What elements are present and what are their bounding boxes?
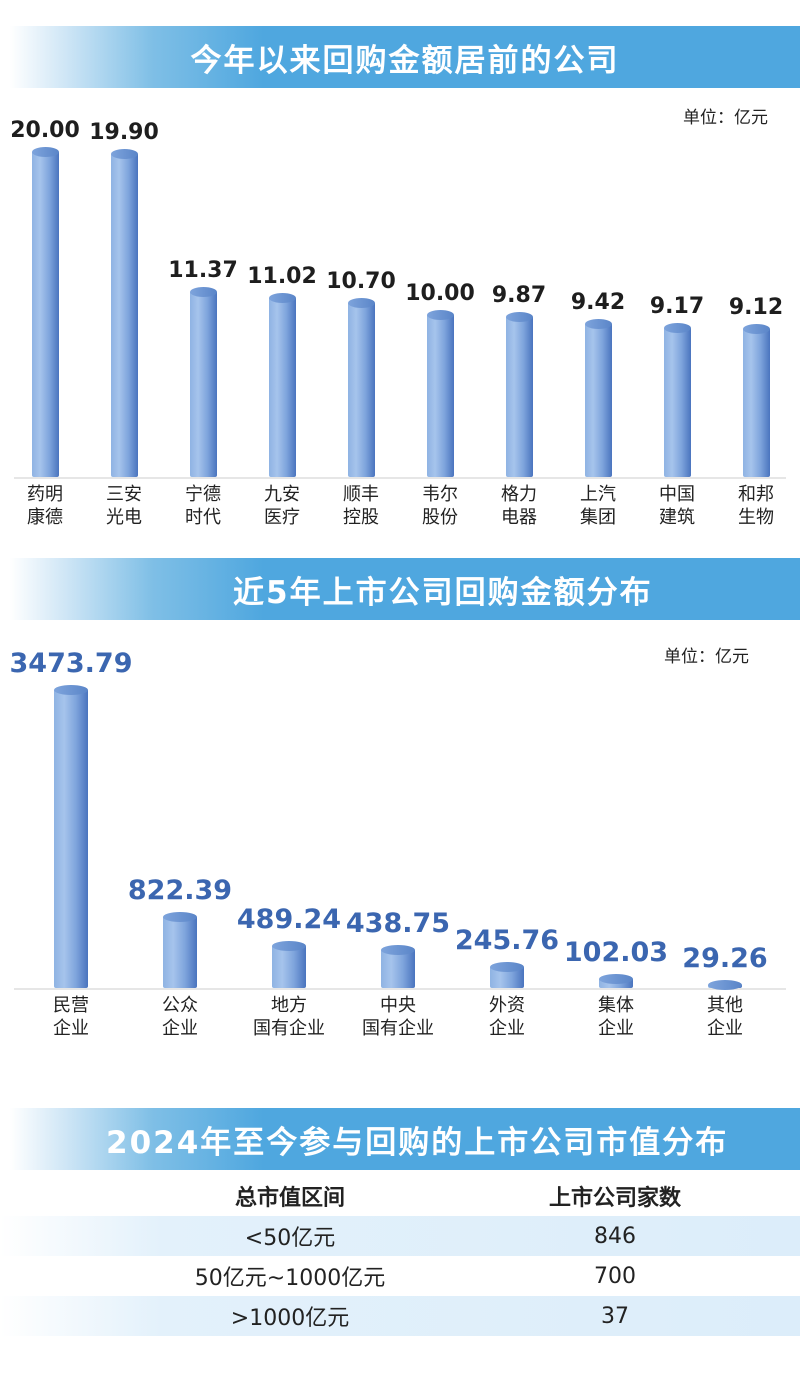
bar-value-label: 11.37 — [168, 258, 238, 284]
category-label: 民营 企业 — [53, 995, 89, 1039]
bar-value-label: 9.12 — [728, 294, 784, 320]
bar-value-label: 19.90 — [89, 119, 159, 145]
ownership-distribution-bar-chart: 3473.79 民营 企业 822.39 公众 企业 489.24 地方 国有企业 438.… — [0, 648, 800, 1039]
table-header-count: 上市公司家数 — [548, 1186, 681, 1211]
bar-value-label: 10.00 — [405, 280, 475, 306]
category-label: 公众 企业 — [162, 995, 198, 1039]
category-label: 中央 国有企业 — [362, 995, 434, 1039]
table-cell-count: 700 — [594, 1263, 636, 1289]
table-cell-count: 37 — [601, 1303, 629, 1329]
section1-title-banner: 今年以来回购金额居前的公司 — [10, 26, 800, 88]
category-label: 集体 企业 — [598, 995, 634, 1039]
bar — [490, 961, 524, 988]
category-label: 韦尔 股份 — [422, 484, 458, 528]
bar — [708, 980, 742, 990]
bar — [31, 147, 59, 477]
table-row: 50亿元~1000亿元 700 — [0, 1256, 800, 1296]
category-label: 中国 建筑 — [659, 484, 695, 528]
chart-baseline — [14, 477, 786, 479]
bar-value-label: 3473.79 — [9, 648, 133, 679]
table-row: <50亿元 846 — [0, 1216, 800, 1256]
bar — [189, 287, 217, 477]
bar — [381, 945, 415, 988]
bar — [163, 912, 197, 988]
market-cap-table: 总市值区间 上市公司家数 <50亿元 846 50亿元~1000亿元 700 >… — [0, 1176, 800, 1336]
bar-value-label: 29.26 — [682, 943, 768, 974]
bar — [505, 311, 533, 477]
bar-value-label: 9.17 — [649, 293, 705, 319]
section1-unit-label: 单位：亿元 — [683, 108, 768, 128]
bar-value-label: 11.02 — [247, 263, 317, 289]
table-header-range: 总市值区间 — [234, 1186, 345, 1211]
bar — [54, 685, 88, 988]
category-label: 格力 电器 — [501, 484, 537, 528]
bar — [584, 318, 612, 477]
bar-value-label: 102.03 — [563, 937, 669, 969]
table-cell-count: 846 — [594, 1223, 636, 1249]
bar — [272, 941, 306, 988]
section1-title: 今年以来回购金额居前的公司 — [190, 42, 620, 79]
bar-value-label: 20.00 — [10, 118, 80, 143]
category-label: 九安 医疗 — [264, 484, 300, 528]
bar-value-label: 9.42 — [570, 289, 626, 315]
category-label: 上汽 集团 — [580, 484, 616, 528]
category-label: 顺丰 控股 — [343, 484, 379, 528]
top-companies-bar-chart: 20.00 药明 康德 19.90 三安 光电 11.37 宁德 时代 11.02 九安 医疗… — [0, 118, 800, 528]
chart-baseline — [14, 988, 786, 990]
bar-value-label: 822.39 — [127, 875, 233, 907]
table-cell-range: 50亿元~1000亿元 — [194, 1266, 386, 1291]
category-label: 其他 企业 — [707, 995, 743, 1039]
bar-value-label: 9.87 — [491, 282, 547, 308]
bar-value-label: 10.70 — [326, 269, 396, 295]
section3-title: 2024年至今参与回购的上市公司市值分布 — [106, 1124, 729, 1161]
bar — [110, 148, 138, 477]
bar — [268, 292, 296, 477]
bar — [347, 298, 375, 477]
bar — [426, 309, 454, 477]
table-header-row: 总市值区间 上市公司家数 — [0, 1176, 800, 1216]
category-label: 地方 国有企业 — [253, 995, 325, 1039]
section2-unit-label: 单位：亿元 — [664, 647, 749, 667]
category-label: 外资 企业 — [489, 995, 525, 1039]
category-label: 三安 光电 — [106, 484, 142, 528]
table-row: >1000亿元 37 — [0, 1296, 800, 1336]
bar-value-label: 438.75 — [345, 908, 451, 940]
section2-title: 近5年上市公司回购金额分布 — [233, 574, 653, 611]
bar-value-label: 489.24 — [236, 904, 342, 936]
bar — [742, 323, 770, 477]
category-label: 药明 康德 — [27, 484, 63, 528]
section3-title-banner: 2024年至今参与回购的上市公司市值分布 — [10, 1108, 800, 1170]
table-cell-range: >1000亿元 — [230, 1306, 350, 1331]
bar-value-label: 245.76 — [454, 924, 560, 956]
bar — [663, 322, 691, 477]
section2-title-banner: 近5年上市公司回购金额分布 — [10, 558, 800, 620]
category-label: 和邦 生物 — [738, 484, 774, 528]
category-label: 宁德 时代 — [185, 484, 221, 528]
bar — [599, 974, 633, 988]
table-cell-range: <50亿元 — [244, 1226, 336, 1251]
